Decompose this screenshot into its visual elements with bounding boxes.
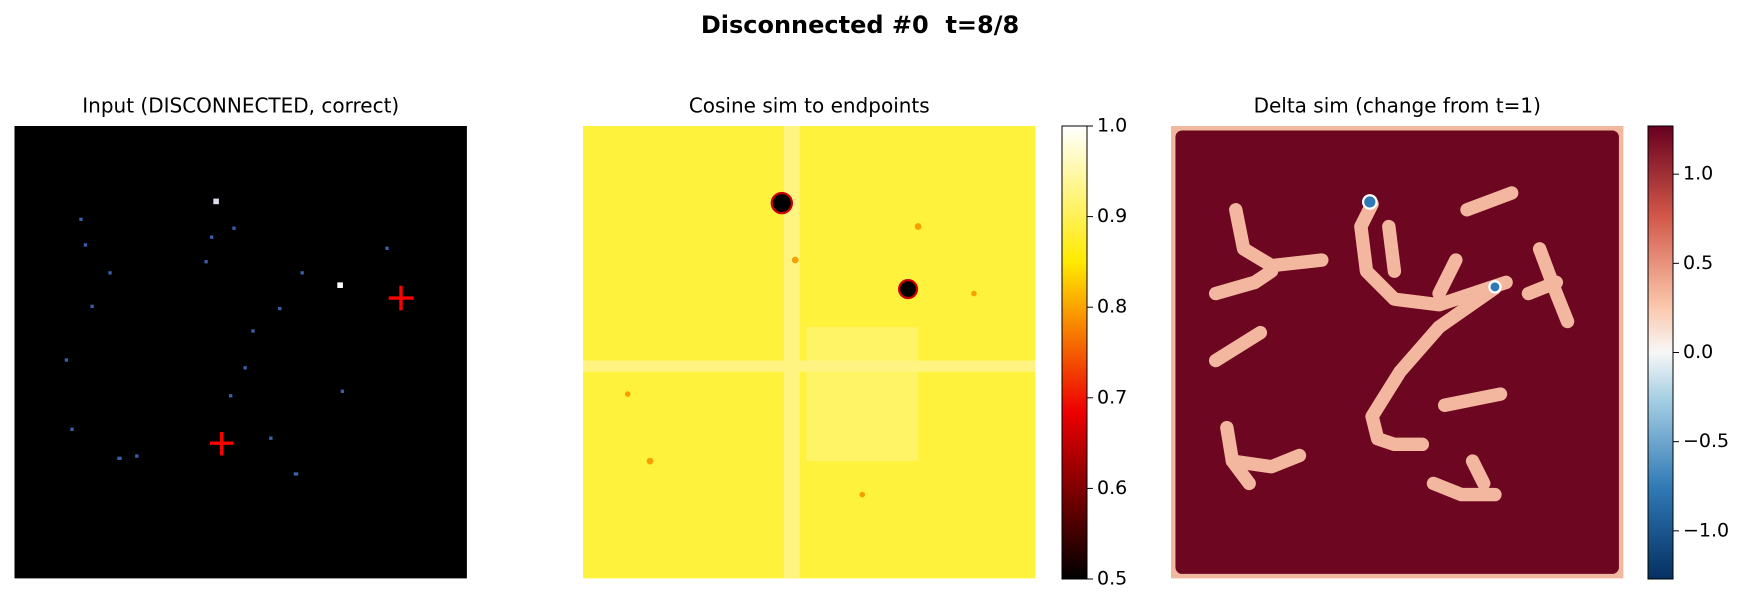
colorbar-tick-label: 0.5	[1097, 568, 1127, 590]
delta-image	[1171, 126, 1624, 579]
colorbar-tick-label: 0.0	[1683, 341, 1713, 363]
colorbar-tick-label: 0.6	[1097, 477, 1127, 499]
colorbar-tick-label: 0.9	[1097, 205, 1127, 227]
input-image	[14, 126, 467, 579]
colorbar-tick-label: 1.0	[1683, 163, 1713, 185]
colorbar-tick-label: 0.8	[1097, 296, 1127, 318]
colorbar	[1061, 125, 1088, 580]
colorbar-tick-label: −0.5	[1683, 430, 1729, 452]
figure-title: Disconnected #0 t=8/8	[701, 11, 1019, 39]
colorbar	[1647, 125, 1674, 580]
colorbar-tick-label: 0.7	[1097, 386, 1127, 408]
panel-title: Delta sim (change from t=1)	[1254, 94, 1541, 118]
cosine-image	[583, 126, 1036, 579]
panel-title: Cosine sim to endpoints	[689, 94, 930, 118]
colorbar-tick-label: 0.5	[1683, 252, 1713, 274]
colorbar-tick-label: 1.0	[1097, 115, 1127, 137]
colorbar-tick-label: −1.0	[1683, 519, 1729, 541]
panel-title: Input (DISCONNECTED, correct)	[82, 94, 399, 118]
